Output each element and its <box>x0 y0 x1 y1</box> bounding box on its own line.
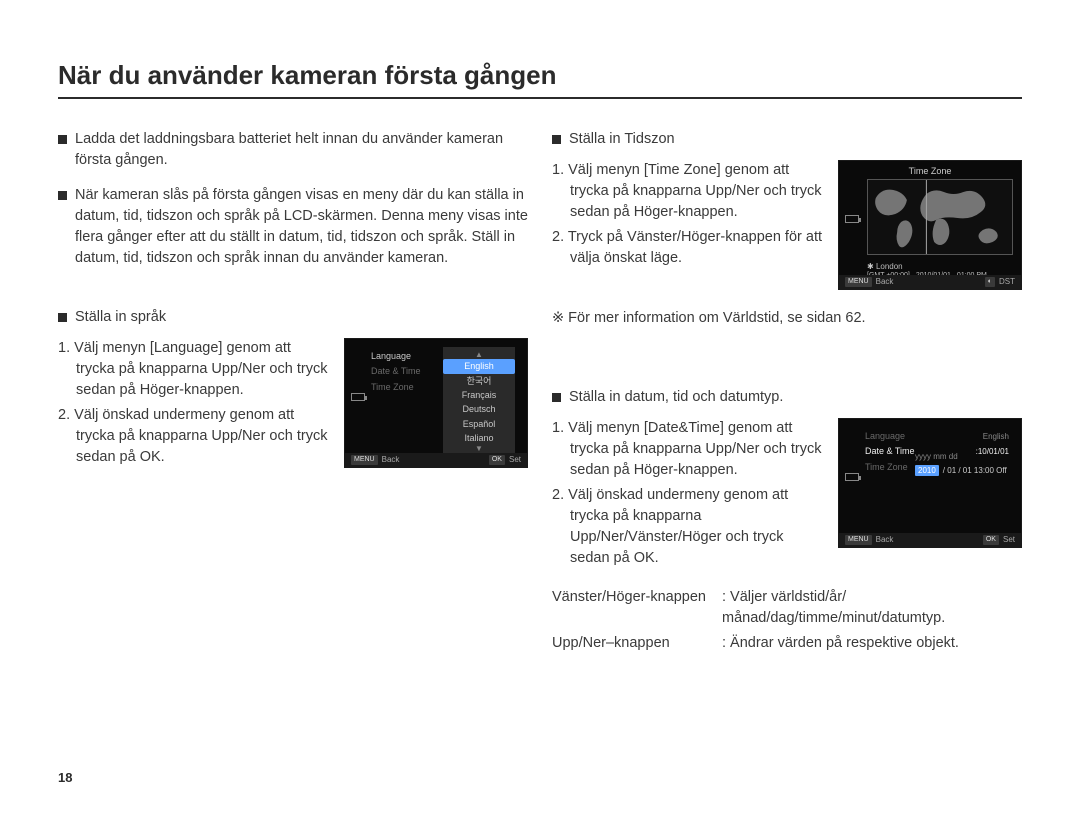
lcd-footer: MENU Back ◐ DST <box>839 275 1021 289</box>
lcd-menu-list: Language Date & Time Time Zone <box>865 429 915 475</box>
section-heading-text: Ställa in språk <box>75 307 166 328</box>
bullet-text: När kameran slås på första gången visas … <box>75 185 528 269</box>
square-bullet-icon <box>58 135 67 144</box>
square-bullet-icon <box>552 393 561 402</box>
bullet-item: Ladda det laddningsbara batteriet helt i… <box>58 129 528 171</box>
chevron-up-icon: ▲ <box>443 351 515 359</box>
battery-icon <box>351 393 365 401</box>
lcd-footer-set: Set <box>509 454 521 466</box>
lcd-date-editor: yyyy mm dd 2010 / 01 / 01 13:00 Off <box>915 451 1011 476</box>
lcd-footer: MENU Back OK Set <box>345 453 527 467</box>
language-section: 1. Välj menyn [Language] genom att tryck… <box>58 338 528 472</box>
lcd-menu-list: Language Date & Time Time Zone <box>371 349 421 395</box>
language-steps: 1. Välj menyn [Language] genom att tryck… <box>58 338 332 472</box>
lcd-screenshot-language: Language Date & Time Time Zone ▲ English… <box>344 338 528 468</box>
battery-icon <box>845 215 859 223</box>
step-text: 1. Välj menyn [Language] genom att tryck… <box>76 338 332 401</box>
two-column-layout: Ladda det laddningsbara batteriet helt i… <box>58 129 1022 658</box>
lcd-footer: MENU Back OK Set <box>839 533 1021 547</box>
timezone-steps: 1. Välj menyn [Time Zone] genom att tryc… <box>552 160 826 273</box>
datetime-section: 1. Välj menyn [Date&Time] genom att tryc… <box>552 418 1022 573</box>
lcd-option: Italiano <box>443 431 515 445</box>
table-row: Upp/Ner–knappen : Ändrar värden på respe… <box>552 633 1022 654</box>
section-heading-language: Ställa in språk <box>58 307 528 328</box>
kv-key: Upp/Ner–knappen <box>552 633 722 654</box>
menu-button-icon: MENU <box>845 535 872 545</box>
kv-val: : Ändrar värden på respektive objekt. <box>722 633 1022 654</box>
lcd-footer-set: Set <box>1003 534 1015 546</box>
step-text: 2. Välj önskad undermeny genom att tryck… <box>570 485 826 569</box>
section-heading-datetime: Ställa in datum, tid och datumtyp. <box>552 387 1022 408</box>
timezone-note: ※ För mer information om Världstid, se s… <box>552 308 1022 329</box>
step-text: 1. Välj menyn [Time Zone] genom att tryc… <box>570 160 826 223</box>
timezone-section: 1. Välj menyn [Time Zone] genom att tryc… <box>552 160 1022 290</box>
ok-button-icon: OK <box>489 455 505 465</box>
square-bullet-icon <box>58 313 67 322</box>
menu-button-icon: MENU <box>351 455 378 465</box>
lcd-option-list: ▲ English 한국어 Français Deutsch Español I… <box>443 347 515 457</box>
lcd-footer-back: Back <box>876 534 894 546</box>
dst-button-icon: ◐ <box>985 277 995 287</box>
menu-button-icon: MENU <box>845 277 872 287</box>
lcd-menu-item: Language <box>865 429 915 444</box>
lcd-menu-item: Time Zone <box>865 460 915 475</box>
lcd-date-rest: / 01 / 01 13:00 Off <box>943 465 1007 477</box>
lcd-lang-value: English <box>976 429 1009 444</box>
bullet-item: När kameran slås på första gången visas … <box>58 185 528 269</box>
world-map-icon <box>867 179 1013 255</box>
lcd-menu-item-selected: Date & Time <box>865 444 915 459</box>
left-column: Ladda det laddningsbara batteriet helt i… <box>58 129 528 658</box>
lcd-screenshot-datetime: Language Date & Time Time Zone English :… <box>838 418 1022 548</box>
section-heading-timezone: Ställa in Tidszon <box>552 129 1022 150</box>
table-row: Vänster/Höger-knappen : Väljer världstid… <box>552 587 1022 629</box>
bullet-text: Ladda det laddningsbara batteriet helt i… <box>75 129 528 171</box>
lcd-footer-back: Back <box>382 454 400 466</box>
kv-val: : Väljer världstid/år/ månad/dag/timme/m… <box>722 587 1022 629</box>
lcd-title: Time Zone <box>839 165 1021 178</box>
step-text: 1. Välj menyn [Date&Time] genom att tryc… <box>570 418 826 481</box>
step-text: 2. Välj önskad undermeny genom att tryck… <box>76 405 332 468</box>
step-text: 2. Tryck på Vänster/Höger-knappen för at… <box>570 227 826 269</box>
lcd-date-header: yyyy mm dd <box>915 451 1011 463</box>
kv-key: Vänster/Höger-knappen <box>552 587 722 629</box>
square-bullet-icon <box>552 135 561 144</box>
lcd-option-selected: English <box>443 359 515 373</box>
lcd-menu-item: Time Zone <box>371 380 421 395</box>
lcd-footer-dst: DST <box>999 276 1015 288</box>
lcd-option: 한국어 <box>443 374 515 388</box>
section-heading-text: Ställa in Tidszon <box>569 129 675 150</box>
ok-button-icon: OK <box>983 535 999 545</box>
lcd-option: Français <box>443 388 515 402</box>
button-explanation-table: Vänster/Höger-knappen : Väljer världstid… <box>552 587 1022 654</box>
manual-page: När du använder kameran första gången La… <box>0 0 1080 698</box>
lcd-screenshot-timezone: Time Zone Lon <box>838 160 1022 290</box>
battery-icon <box>845 473 859 481</box>
lcd-year-selected: 2010 <box>915 465 939 477</box>
page-number: 18 <box>58 770 72 785</box>
lcd-option: Español <box>443 417 515 431</box>
lcd-menu-item: Language <box>371 349 421 364</box>
right-column: Ställa in Tidszon 1. Välj menyn [Time Zo… <box>552 129 1022 658</box>
page-title: När du använder kameran första gången <box>58 60 1022 99</box>
lcd-menu-item: Date & Time <box>371 364 421 379</box>
lcd-option: Deutsch <box>443 402 515 416</box>
section-heading-text: Ställa in datum, tid och datumtyp. <box>569 387 783 408</box>
lcd-footer-back: Back <box>876 276 894 288</box>
square-bullet-icon <box>58 191 67 200</box>
datetime-steps: 1. Välj menyn [Date&Time] genom att tryc… <box>552 418 826 573</box>
